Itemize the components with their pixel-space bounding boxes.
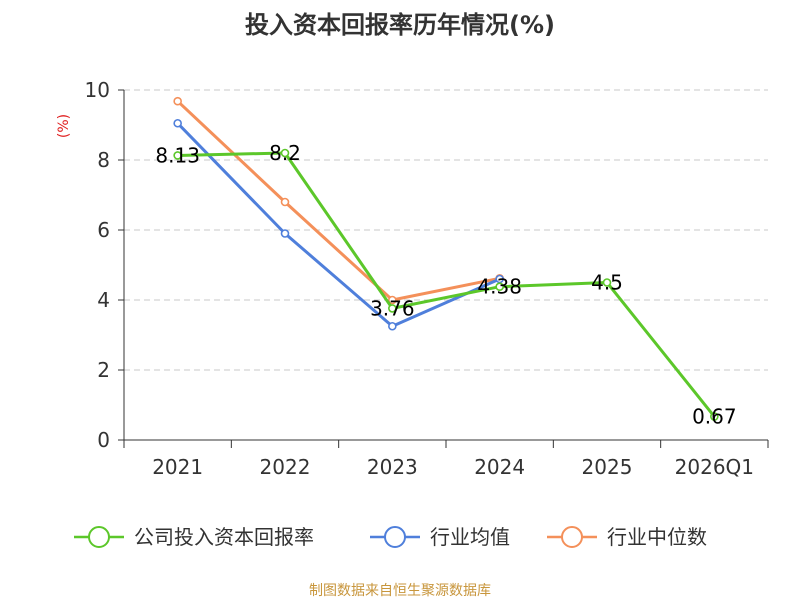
legend: 公司投入资本回报率 行业均值 行业中位数 (74, 525, 707, 549)
point-s2-2023 (388, 295, 397, 305)
y-tick-label-6: 6 (97, 218, 110, 242)
x-tick-label-2024: 2024 (474, 455, 525, 479)
point-s0-2026Q1 (710, 412, 719, 421)
data-label-2021: 8.13 (155, 143, 200, 167)
point-s0-2023 (388, 304, 397, 313)
legend-marker-2 (561, 526, 583, 548)
y-tick-label-8: 8 (97, 148, 110, 172)
data-label-2022: 8.2 (269, 141, 301, 165)
chart-title: 投入资本回报率历年情况(%) (245, 11, 555, 39)
data-labels: 8.13 8.2 3.76 4.38 4.5 0.67 (155, 141, 736, 429)
y-tick-label-4: 4 (97, 288, 110, 312)
y-tick-label-10: 10 (85, 78, 110, 102)
legend-marker-0 (88, 526, 110, 548)
point-s0-2021 (173, 151, 182, 160)
series-line-0 (177, 151, 716, 418)
data-label-2025: 4.5 (591, 271, 623, 295)
point-s0-2025 (602, 278, 612, 287)
x-tick-label-2023: 2023 (367, 455, 418, 479)
point-s2-2021 (173, 96, 182, 106)
x-tick-label-2026Q1: 2026Q1 (675, 455, 754, 479)
point-s0-2024 (495, 282, 504, 292)
series-line-1 (176, 122, 501, 328)
series-lines (173, 96, 719, 421)
legend-label-2: 行业中位数 (607, 525, 707, 549)
point-s0-2022 (280, 148, 290, 158)
x-tick-label-2021: 2021 (152, 455, 203, 479)
y-axis-label: (%) (56, 114, 72, 138)
data-label-2026Q1: 0.67 (692, 405, 737, 429)
grid-lines (124, 89, 768, 371)
tick-labels: 0 2 4 6 8 10 2021 2022 2023 2024 2025 2026Q1 (85, 78, 754, 479)
source-note: 制图数据来自恒生聚源数据库 (309, 583, 491, 599)
data-label-2024: 4.38 (477, 275, 522, 299)
legend-label-0: 公司投入资本回报率 (134, 525, 314, 549)
series-line-2 (176, 100, 500, 302)
y-tick-label-0: 0 (97, 428, 110, 452)
legend-label-1: 行业均值 (430, 525, 510, 549)
point-s1-2021 (173, 118, 182, 128)
y-tick-label-2: 2 (97, 358, 110, 382)
legend-marker-1 (384, 526, 406, 548)
x-tick-label-2022: 2022 (260, 455, 311, 479)
point-s2-2022 (280, 197, 290, 207)
data-label-2023: 3.76 (370, 296, 415, 320)
axes (118, 89, 769, 448)
x-tick-label-2025: 2025 (582, 455, 633, 479)
point-s1-2023 (388, 321, 397, 331)
point-s1-2022 (280, 229, 290, 238)
